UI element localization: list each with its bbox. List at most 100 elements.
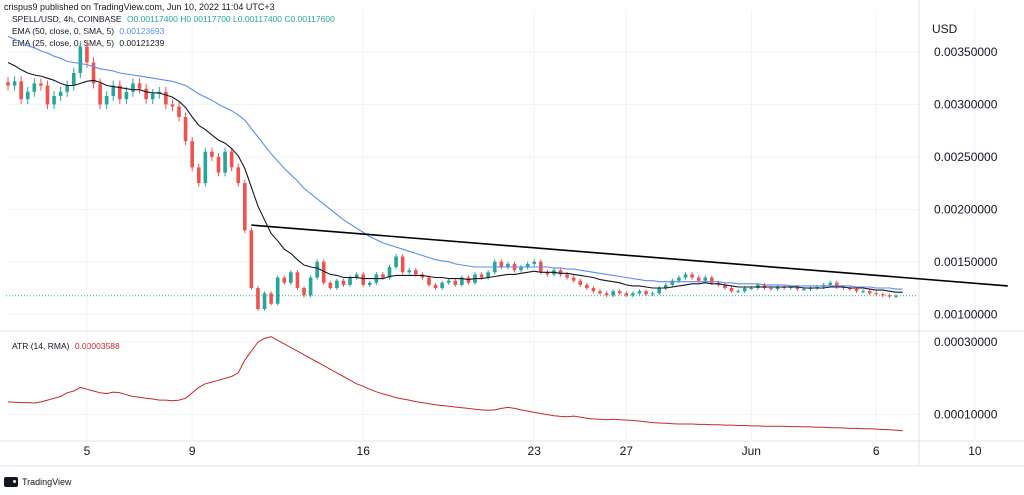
price-tick-label: 0.00150000	[934, 255, 998, 269]
time-tick-label: Jun	[742, 444, 761, 458]
candle-body	[894, 295, 898, 297]
candle-body	[808, 288, 813, 290]
currency-label: USD	[932, 22, 958, 36]
candle-body	[604, 293, 609, 296]
ema25-label: EMA (25, close, 0, SMA, 5)	[12, 38, 115, 48]
resistance-trendline	[251, 224, 1008, 287]
candle-body	[532, 261, 537, 264]
candle-body	[177, 106, 181, 118]
tradingview-logo[interactable]: TradingView	[4, 477, 72, 487]
candle-body	[295, 272, 300, 289]
candle-body	[749, 288, 754, 290]
symbol-legend: SPELL/USD, 4h, COINBASE O0.00117400 H0.0…	[12, 14, 335, 24]
candle-body	[657, 288, 662, 294]
candle-body	[729, 288, 734, 292]
candle-body	[525, 263, 530, 268]
candle-body	[58, 91, 63, 97]
tradingview-logo-icon	[4, 477, 18, 487]
candle-body	[124, 91, 129, 100]
candle-body	[565, 274, 569, 278]
candle-body	[137, 83, 142, 89]
candle-body	[650, 293, 655, 295]
candle-body	[354, 274, 359, 278]
ema50-value: 0.00123693	[119, 26, 165, 36]
candle-body	[45, 85, 50, 105]
candle-body	[335, 280, 339, 289]
candle-body	[834, 282, 839, 287]
tradingview-brand: TradingView	[22, 477, 72, 487]
candle-body	[795, 286, 800, 290]
candle-body	[545, 272, 550, 275]
candle-body	[591, 288, 596, 292]
candle-body	[321, 261, 326, 283]
candle-body	[210, 151, 214, 157]
candle-body	[308, 277, 313, 296]
candle-body	[828, 282, 833, 285]
candle-body	[242, 183, 247, 231]
candle-body	[394, 256, 398, 268]
time-tick-label: 5	[84, 444, 91, 458]
price-tick-label: 0.00200000	[934, 202, 998, 216]
candle-body	[578, 280, 583, 285]
candle-body	[598, 291, 602, 294]
candle-body	[341, 280, 346, 285]
candle-body	[91, 62, 96, 84]
candle-body	[269, 293, 273, 304]
candle-body	[446, 280, 451, 283]
candle-body	[104, 96, 109, 105]
candle-body	[196, 167, 201, 184]
candle-body	[571, 277, 576, 281]
candle-body	[25, 91, 30, 100]
candle-body	[848, 288, 852, 290]
atr-value: 0.00003588	[74, 341, 120, 351]
candle-body	[12, 81, 17, 86]
candle-body	[690, 274, 694, 278]
candle-body	[519, 267, 523, 271]
candle-body	[170, 104, 175, 107]
candle-body	[302, 288, 306, 296]
candle-body	[256, 288, 260, 310]
candle-body	[236, 167, 241, 184]
atr-label: ATR (14, RMA)	[12, 341, 70, 351]
candle-body	[39, 83, 43, 86]
candle-body	[453, 280, 458, 285]
candle-body	[677, 277, 681, 281]
candle-body	[19, 81, 23, 100]
candle-body	[367, 282, 372, 285]
candle-body	[637, 291, 642, 294]
ema50-line	[7, 35, 903, 290]
candle-body	[190, 141, 194, 168]
candle-body	[710, 277, 714, 283]
price-tick-label: 0.00100000	[934, 307, 998, 321]
candle-body	[703, 277, 708, 281]
candle-body	[144, 88, 148, 100]
candle-body	[348, 277, 352, 285]
ema25-value: 0.00121239	[119, 38, 165, 48]
time-tick-label: 6	[873, 444, 880, 458]
candle-body	[867, 291, 872, 294]
candle-body	[6, 82, 10, 86]
candle-body	[32, 83, 37, 92]
candle-body	[203, 151, 208, 184]
candle-body	[696, 277, 701, 281]
candle-body	[460, 277, 464, 285]
candle-body	[118, 85, 122, 100]
candle-body	[131, 83, 135, 92]
candle-body	[249, 230, 254, 289]
candle-body	[466, 277, 471, 283]
time-tick-label: 27	[620, 444, 634, 458]
publish-info: crispus9 published on TradingView.com, J…	[4, 2, 275, 12]
candle-body	[433, 284, 438, 289]
candle-body	[111, 85, 116, 97]
candle-body	[440, 282, 444, 289]
candle-body	[289, 272, 293, 283]
ema50-legend: EMA (50, close, 0, SMA, 5) 0.00123693	[12, 26, 164, 36]
time-tick-label: 9	[189, 444, 196, 458]
atr-line	[7, 336, 903, 432]
ema25-legend: EMA (25, close, 0, SMA, 5) 0.00121239	[12, 38, 164, 48]
ema25-line	[7, 62, 903, 293]
time-tick-label: 16	[357, 444, 371, 458]
candle-body	[164, 91, 168, 105]
candle-body	[479, 274, 484, 278]
